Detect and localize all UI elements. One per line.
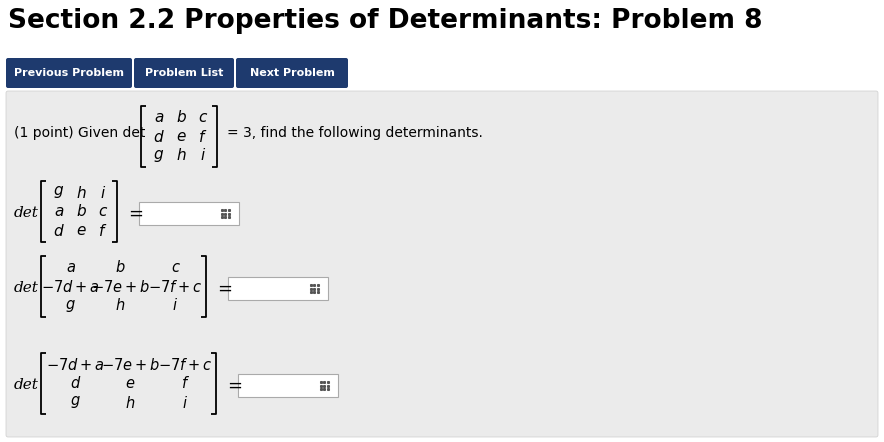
Text: $d$: $d$ [70, 376, 81, 392]
Text: Previous Problem: Previous Problem [14, 68, 124, 78]
FancyBboxPatch shape [238, 374, 338, 397]
Text: $-7f+c$: $-7f+c$ [149, 278, 202, 294]
Text: $-7d+a$: $-7d+a$ [41, 278, 100, 294]
Text: $-7d+a$: $-7d+a$ [46, 357, 105, 373]
Text: $=$: $=$ [224, 376, 242, 394]
Text: $b$: $b$ [176, 110, 187, 126]
Text: $=$: $=$ [214, 279, 232, 297]
Text: $b$: $b$ [75, 203, 87, 220]
Text: $a$: $a$ [65, 260, 75, 275]
Text: $c$: $c$ [198, 110, 208, 125]
Text: $a$: $a$ [154, 110, 164, 125]
Text: Problem List: Problem List [145, 68, 223, 78]
Text: $f$: $f$ [198, 129, 208, 145]
Text: $h$: $h$ [176, 148, 187, 164]
Text: $h$: $h$ [76, 184, 87, 201]
Text: $b$: $b$ [115, 259, 126, 275]
Text: $d$: $d$ [53, 222, 65, 239]
Text: $g$: $g$ [53, 184, 65, 201]
FancyBboxPatch shape [139, 202, 239, 225]
Text: $g$: $g$ [65, 297, 76, 313]
Text: $=$: $=$ [125, 204, 143, 222]
Text: $g$: $g$ [70, 395, 80, 411]
Text: $h$: $h$ [115, 297, 126, 313]
Text: $i$: $i$ [182, 395, 188, 411]
Text: det: det [14, 281, 39, 295]
Text: $d$: $d$ [153, 129, 165, 145]
FancyBboxPatch shape [6, 91, 878, 437]
Text: Next Problem: Next Problem [249, 68, 334, 78]
Text: $c$: $c$ [98, 204, 108, 219]
Text: $i$: $i$ [200, 148, 206, 164]
Text: $-7e+b$: $-7e+b$ [101, 357, 160, 373]
Text: $e$: $e$ [126, 376, 135, 391]
FancyBboxPatch shape [228, 277, 328, 300]
Text: $i$: $i$ [100, 184, 106, 201]
Text: $c$: $c$ [171, 260, 180, 275]
Text: $g$: $g$ [154, 148, 164, 164]
Text: Section 2.2 Properties of Determinants: Problem 8: Section 2.2 Properties of Determinants: … [8, 8, 763, 34]
Text: $a$: $a$ [54, 204, 65, 219]
Text: $f$: $f$ [181, 376, 190, 392]
Text: (1 point) Given det: (1 point) Given det [14, 126, 145, 140]
Text: det: det [14, 378, 39, 392]
Text: $-7f+c$: $-7f+c$ [158, 357, 213, 373]
FancyBboxPatch shape [6, 58, 132, 88]
Text: det: det [14, 206, 39, 220]
FancyBboxPatch shape [236, 58, 348, 88]
Text: $e$: $e$ [176, 129, 187, 144]
Text: $-7e+b$: $-7e+b$ [91, 278, 150, 294]
Text: $e$: $e$ [76, 223, 87, 238]
Text: $h$: $h$ [126, 395, 135, 411]
Text: $i$: $i$ [172, 297, 179, 313]
FancyBboxPatch shape [134, 58, 234, 88]
Text: $f$: $f$ [98, 222, 108, 239]
Text: = 3, find the following determinants.: = 3, find the following determinants. [227, 126, 483, 140]
